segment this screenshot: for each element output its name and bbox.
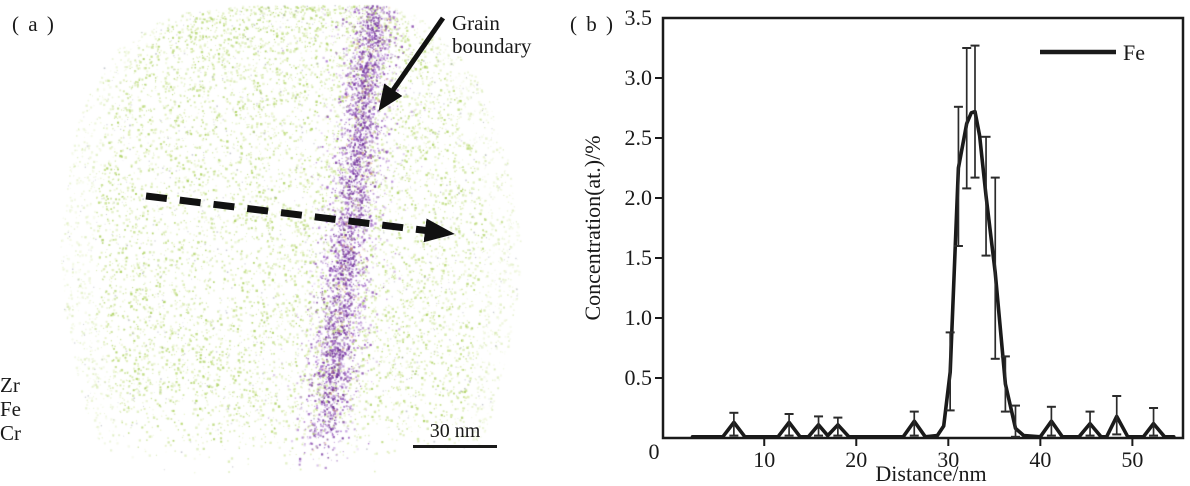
composition-profile-direction-arrow	[145, 192, 455, 243]
y-axis-label: Concentration(at.)/%	[580, 135, 605, 320]
grain-boundary-annotation: Grain boundary	[452, 12, 531, 58]
y-tick-label: 3.5	[625, 5, 653, 30]
fe-series-line	[690, 109, 1176, 439]
panel-b-label: ( b )	[570, 12, 615, 36]
panel-a-atom-map: ( a ) Grain boundary Zr Fe Cr 30 nm	[0, 0, 560, 486]
y-tick-label: 2.0	[625, 185, 653, 210]
x-tick-label: 30	[937, 447, 959, 472]
element-legend: Zr Fe Cr	[0, 373, 21, 445]
x-tick-label: 20	[845, 447, 867, 472]
fe-profile-chart: 0.5 1.0 1.5 2.0 2.5 3.0 3.5 0 10 20 30 40 50 Distance…	[580, 5, 1185, 486]
y-tick-label: 0.5	[625, 365, 653, 390]
x-tick-label: 10	[753, 447, 775, 472]
y-tick-label: 2.5	[625, 125, 653, 150]
y-tick-label: 3.0	[625, 65, 653, 90]
scale-bar: 30 nm	[410, 420, 500, 448]
scale-bar-line	[413, 445, 497, 448]
grain-boundary-annotation-line2: boundary	[452, 34, 532, 58]
plot-frame	[661, 16, 1185, 440]
x-tick-label: 50	[1121, 447, 1143, 472]
element-label-fe: Fe	[0, 397, 21, 421]
panel-b-concentration-chart: 0.5 1.0 1.5 2.0 2.5 3.0 3.5 0 10 20 30 40 50 Distance…	[560, 0, 1190, 486]
y-tick-label: 1.0	[625, 305, 653, 330]
x-axis-label: Distance/nm	[875, 461, 986, 486]
element-label-zr: Zr	[0, 373, 20, 397]
element-label-cr: Cr	[0, 421, 21, 445]
panel-a-annotations	[145, 16, 455, 243]
scale-bar-label: 30 nm	[429, 420, 481, 442]
y-tick-label: 1.5	[625, 245, 653, 270]
panel-a-label: ( a )	[12, 12, 56, 36]
grain-boundary-arrow	[378, 16, 446, 112]
legend-label: Fe	[1123, 40, 1145, 65]
grain-boundary-annotation-line1: Grain	[452, 11, 500, 35]
origin-tick-label: 0	[649, 439, 660, 464]
atom-map-image	[0, 0, 560, 486]
x-tick-label: 40	[1029, 447, 1051, 472]
